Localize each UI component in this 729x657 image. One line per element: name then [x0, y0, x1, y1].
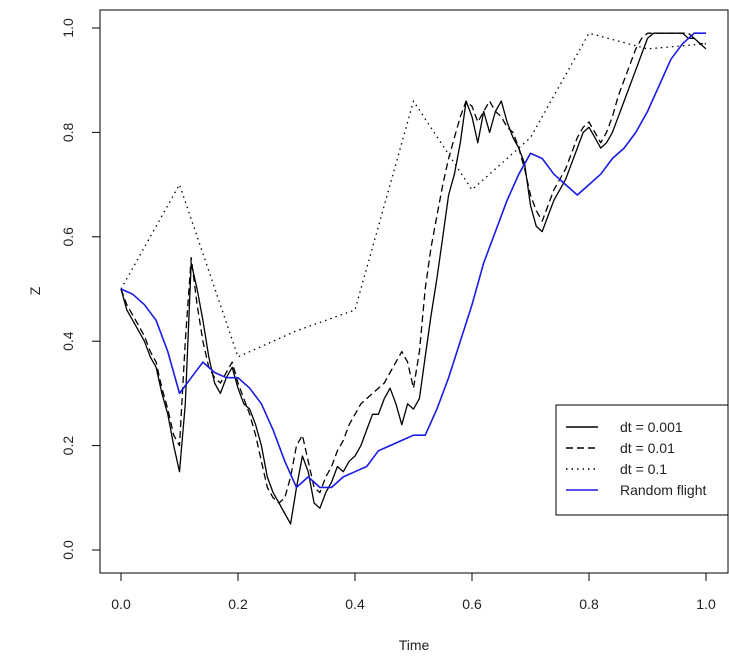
- series-line-4: [120, 32, 706, 489]
- x-tick-label: 0.6: [462, 596, 482, 612]
- x-tick-label: 0.2: [228, 596, 248, 612]
- legend-box: [555, 404, 729, 516]
- y-tick-label: 1.0: [60, 18, 76, 38]
- series-line-3: [120, 32, 707, 358]
- x-axis-label: Time: [399, 637, 430, 653]
- y-tick-label: 0.0: [60, 540, 76, 560]
- y-tick-label: 0.8: [60, 122, 76, 142]
- x-tick-label: 0.8: [579, 596, 599, 612]
- y-tick-label: 0.6: [60, 227, 76, 247]
- y-tick-label: 0.2: [60, 436, 76, 456]
- series-layer: [120, 32, 707, 525]
- x-tick-label: 0.0: [111, 596, 131, 612]
- x-tick-label: 0.4: [345, 596, 365, 612]
- axes-layer: 0.0 0.2 0.4 0.6 0.8 1.0 0.0 0.2 0.4 0.6 0.8 1.0: [60, 18, 716, 612]
- legend-label: dt = 0.01: [620, 440, 675, 456]
- series-line-1: [120, 32, 707, 525]
- legend-label: Random flight: [620, 482, 706, 498]
- y-axis-label: Z: [27, 286, 43, 295]
- legend: dt = 0.001 dt = 0.01 dt = 0.1 Random flight: [555, 404, 729, 516]
- y-tick-label: 0.4: [60, 331, 76, 351]
- legend-label: dt = 0.1: [620, 461, 667, 477]
- x-tick-label: 1.0: [696, 596, 716, 612]
- legend-label: dt = 0.001: [620, 419, 683, 435]
- series-line-2: [120, 32, 706, 504]
